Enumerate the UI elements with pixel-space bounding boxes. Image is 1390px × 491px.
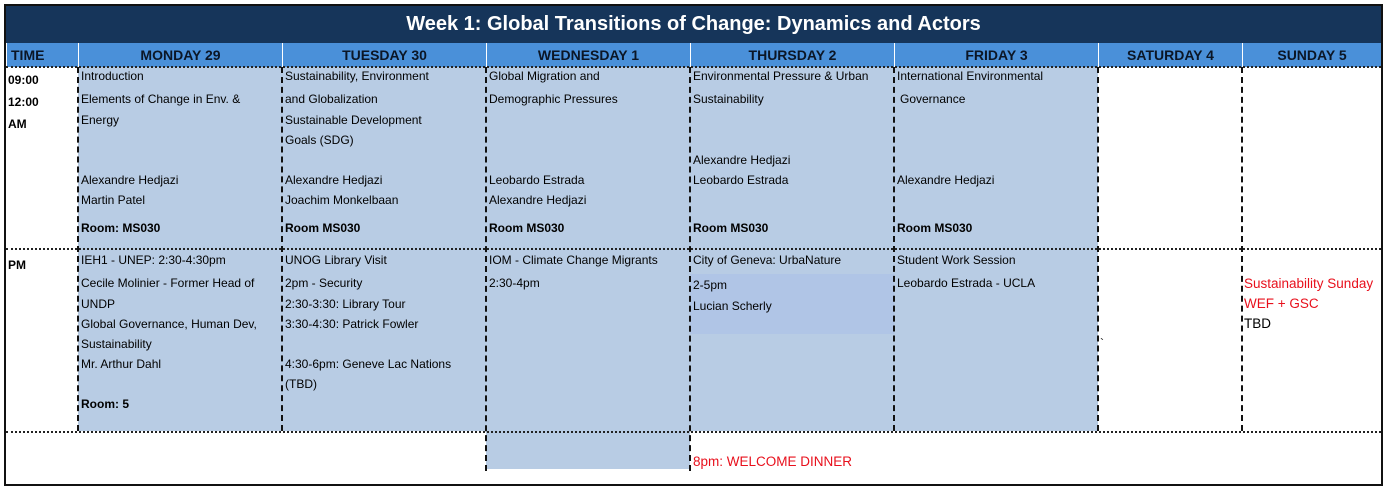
pm-tue-line5: 4:30-6pm: Geneve Lac Nations bbox=[285, 357, 452, 371]
wednesday-extended-bg bbox=[486, 431, 690, 469]
am-thu-line1: Environmental Pressure & Urban bbox=[693, 69, 869, 83]
header-sunday: SUNDAY 5 bbox=[1242, 43, 1381, 67]
am-fri-line2: Governance bbox=[900, 92, 966, 106]
pm-saturday-mark: ` bbox=[1100, 336, 1104, 350]
pm-sun-line2: WEF + GSC bbox=[1244, 296, 1319, 311]
am-tue-presenter1: Alexandre Hedjazi bbox=[285, 173, 383, 187]
time-am: 09:00 12:00 AM bbox=[6, 69, 39, 135]
am-mon-line1: Introduction bbox=[81, 69, 144, 83]
thursday-highlight-bg bbox=[690, 274, 894, 334]
am-wed-line2: Demographic Pressures bbox=[489, 92, 618, 106]
am-tuesday-cell: Sustainability, Environment and Globaliz… bbox=[282, 66, 486, 246]
pm-wednesday-cell: IOM - Climate Change Migrants 2:30-4pm bbox=[486, 250, 690, 430]
am-mon-presenter2: Martin Patel bbox=[81, 193, 146, 207]
am-mon-line3: Energy bbox=[81, 113, 120, 127]
pm-tue-line2: 2pm - Security bbox=[285, 276, 363, 290]
am-friday-cell: International Environmental Governance A… bbox=[894, 66, 1098, 246]
pm-tue-line6: (TBD) bbox=[285, 377, 317, 391]
am-tue-line3: Sustainable Development bbox=[285, 113, 422, 127]
pm-thu-line2: 2-5pm bbox=[693, 278, 728, 292]
col-divider-2 bbox=[281, 67, 283, 431]
col-divider-4 bbox=[689, 67, 691, 471]
col-divider-1 bbox=[77, 67, 79, 431]
am-wed-room: Room MS030 bbox=[489, 221, 565, 235]
am-thursday-cell: Environmental Pressure & Urban Sustainab… bbox=[690, 66, 894, 246]
header-tuesday: TUESDAY 30 bbox=[282, 43, 486, 67]
pm-tuesday-cell: UNOG Library Visit 2pm - Security 2:30-3… bbox=[282, 250, 486, 430]
time-am-label: AM bbox=[8, 117, 27, 131]
am-tue-line1: Sustainability, Environment bbox=[285, 69, 429, 83]
am-mon-line2: Elements of Change in Env. & bbox=[81, 92, 241, 106]
header-thursday: THURSDAY 2 bbox=[690, 43, 894, 67]
pm-thursday-cell: City of Geneva: UrbaNature 2-5pm Lucian … bbox=[690, 250, 894, 430]
pm-friday-cell: Student Work Session Leobardo Estrada - … bbox=[894, 250, 1098, 430]
time-am-start: 09:00 bbox=[8, 73, 39, 87]
am-thu-room: Room MS030 bbox=[693, 221, 769, 235]
am-tue-line2: and Globalization bbox=[285, 92, 378, 106]
row-divider-am-pm bbox=[6, 248, 1381, 250]
am-wed-presenter2: Alexandre Hedjazi bbox=[489, 193, 587, 207]
header-wednesday: WEDNESDAY 1 bbox=[486, 43, 690, 67]
am-tue-line4: Goals (SDG) bbox=[285, 133, 354, 147]
am-fri-presenter1: Alexandre Hedjazi bbox=[897, 173, 995, 187]
pm-mon-line6: Mr. Arthur Dahl bbox=[81, 357, 162, 371]
col-divider-7 bbox=[1241, 67, 1243, 431]
pm-sun-line1: Sustainability Sunday bbox=[1244, 276, 1374, 291]
pm-tue-line1: UNOG Library Visit bbox=[285, 253, 387, 267]
am-tue-presenter2: Joachim Monkelbaan bbox=[285, 193, 399, 207]
am-wednesday-cell: Global Migration and Demographic Pressur… bbox=[486, 66, 690, 246]
schedule-table: Week 1: Global Transitions of Change: Dy… bbox=[4, 4, 1383, 486]
pm-mon-line1: IEH1 - UNEP: 2:30-4:30pm bbox=[81, 253, 226, 267]
evening-thursday-dinner: 8pm: WELCOME DINNER bbox=[693, 454, 853, 469]
am-monday-cell: Introduction Elements of Change in Env. … bbox=[78, 66, 282, 246]
schedule-title: Week 1: Global Transitions of Change: Dy… bbox=[6, 6, 1381, 43]
pm-mon-line3: UNDP bbox=[81, 297, 116, 311]
pm-wed-line1: IOM - Climate Change Migrants bbox=[489, 253, 658, 267]
col-divider-5 bbox=[893, 67, 895, 431]
am-mon-presenter1: Alexandre Hedjazi bbox=[81, 173, 179, 187]
am-wed-presenter1: Leobardo Estrada bbox=[489, 173, 585, 187]
pm-monday-cell: IEH1 - UNEP: 2:30-4:30pm Cecile Molinier… bbox=[78, 250, 282, 430]
header-friday: FRIDAY 3 bbox=[894, 43, 1098, 67]
pm-thu-line3: Lucian Scherly bbox=[693, 299, 772, 313]
pm-mon-line2: Cecile Molinier - Former Head of bbox=[81, 276, 255, 290]
pm-tue-line3: 2:30-3:30: Library Tour bbox=[285, 297, 406, 311]
am-mon-room: Room: MS030 bbox=[81, 221, 161, 235]
am-fri-room: Room MS030 bbox=[897, 221, 973, 235]
row-divider-top bbox=[6, 66, 1381, 68]
header-saturday: SATURDAY 4 bbox=[1098, 43, 1242, 67]
col-divider-6 bbox=[1097, 67, 1099, 431]
pm-fri-line1: Student Work Session bbox=[897, 253, 1016, 267]
header-monday: MONDAY 29 bbox=[78, 43, 282, 67]
am-thu-presenter2: Leobardo Estrada bbox=[693, 173, 789, 187]
pm-wed-line2: 2:30-4pm bbox=[489, 276, 540, 290]
time-am-end: 12:00 bbox=[8, 95, 39, 109]
time-pm-label: PM bbox=[8, 258, 26, 272]
pm-mon-room: Room: 5 bbox=[81, 397, 129, 411]
col-divider-3 bbox=[485, 67, 487, 471]
am-tue-room: Room MS030 bbox=[285, 221, 361, 235]
am-thu-line2: Sustainability bbox=[693, 92, 764, 106]
pm-mon-line4: Global Governance, Human Dev, bbox=[81, 317, 257, 331]
pm-thu-line1: City of Geneva: UrbaNature bbox=[693, 253, 842, 267]
am-fri-line1: International Environmental bbox=[897, 69, 1044, 83]
pm-sunday-cell: Sustainability Sunday WEF + GSC TBD bbox=[1242, 274, 1381, 354]
pm-tue-line4: 3:30-4:30: Patrick Fowler bbox=[285, 317, 419, 331]
pm-fri-line2: Leobardo Estrada - UCLA bbox=[897, 276, 1036, 290]
am-thu-presenter1: Alexandre Hedjazi bbox=[693, 153, 791, 167]
pm-mon-line5: Sustainability bbox=[81, 337, 152, 351]
am-wed-line1: Global Migration and bbox=[489, 69, 600, 83]
row-divider-evening bbox=[6, 431, 1381, 433]
pm-sun-line3: TBD bbox=[1244, 316, 1271, 331]
header-time: TIME bbox=[6, 43, 78, 67]
